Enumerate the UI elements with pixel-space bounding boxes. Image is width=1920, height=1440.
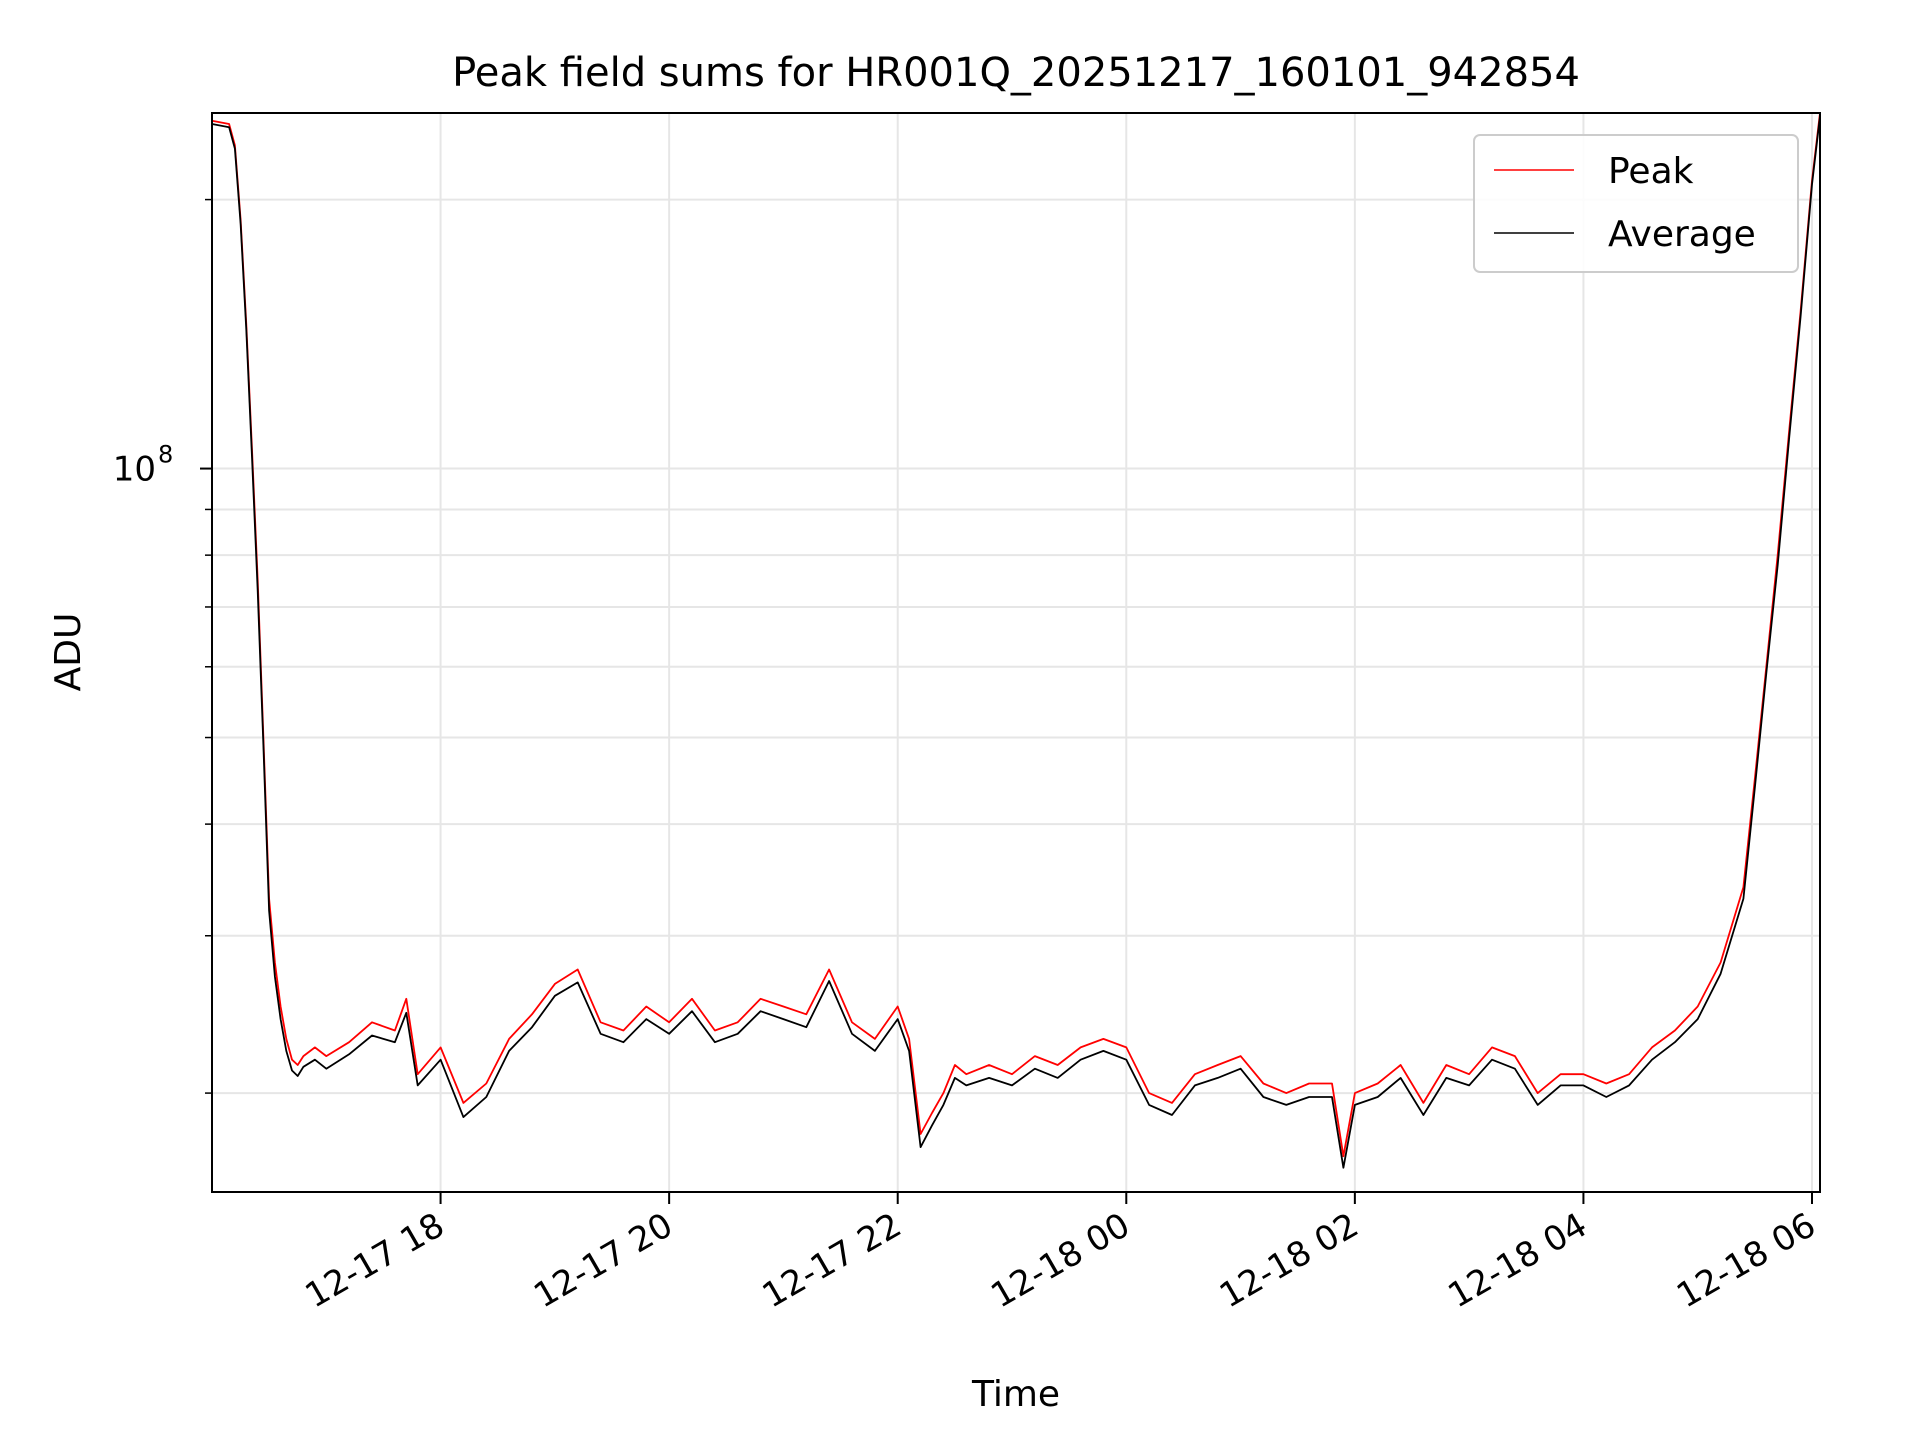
series-line-average xyxy=(211,115,1821,1169)
series-layer xyxy=(211,112,1821,1169)
chart-title: Peak field sums for HR001Q_20251217_1601… xyxy=(452,50,1580,96)
y-tick-label: 10 xyxy=(113,450,156,490)
legend-label-peak: Peak xyxy=(1608,151,1694,192)
legend-box xyxy=(1473,134,1799,273)
plot-frame xyxy=(211,112,1821,1193)
legend-label-average: Average xyxy=(1608,214,1756,255)
y-axis-label: ADU xyxy=(48,613,89,692)
x-axis-label: Time xyxy=(971,1374,1060,1415)
y-tick-label-exponent: 8 xyxy=(158,441,173,469)
series-line-peak xyxy=(211,112,1821,1158)
grid xyxy=(212,113,1820,1192)
legend: Peak Average xyxy=(1473,134,1799,273)
